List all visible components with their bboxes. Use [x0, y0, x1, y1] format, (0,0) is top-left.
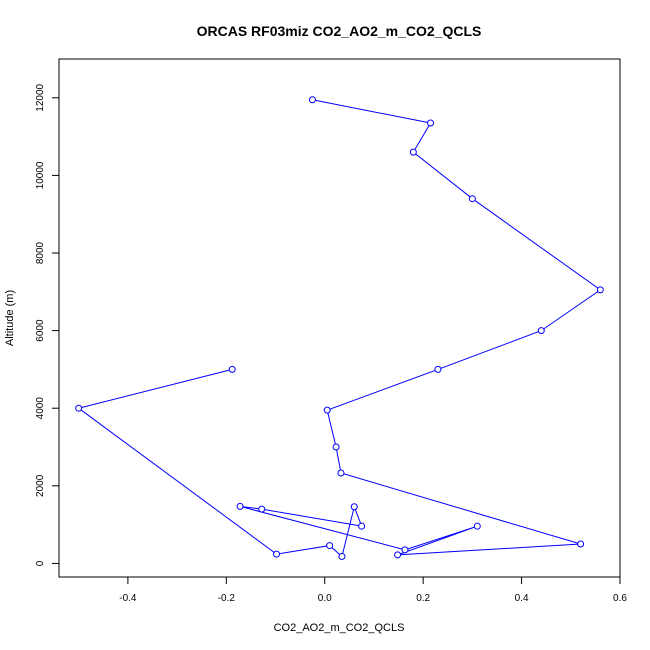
- data-point: [537, 327, 545, 335]
- y-tick-label: 6000: [35, 319, 46, 342]
- data-point: [577, 540, 585, 548]
- data-point: [75, 404, 83, 412]
- y-tick-label: 8000: [35, 241, 46, 264]
- plot-area-frame: [58, 58, 621, 578]
- x-tick-label: 0.0: [318, 593, 332, 604]
- x-tick-label: 0.6: [613, 593, 627, 604]
- series-group: [75, 96, 604, 560]
- data-point: [358, 522, 366, 530]
- data-point: [473, 522, 481, 530]
- data-point: [236, 502, 244, 510]
- y-tick-label: 12000: [35, 83, 46, 111]
- x-tick-label: 0.2: [416, 593, 430, 604]
- data-point: [350, 503, 358, 511]
- data-point: [326, 542, 334, 550]
- series-line: [77, 99, 602, 558]
- data-point: [332, 443, 340, 451]
- data-point: [409, 148, 417, 156]
- y-axis: 0 2000 4000 6000 8000 10000 12000: [35, 83, 59, 566]
- y-tick-label: 10000: [35, 161, 46, 189]
- x-tick-label: 0.4: [515, 593, 529, 604]
- data-point: [468, 195, 476, 203]
- data-point: [401, 546, 409, 554]
- data-point: [323, 406, 331, 414]
- x-tick-label: -0.2: [218, 593, 236, 604]
- data-point: [427, 119, 435, 127]
- y-tick-label: 4000: [35, 397, 46, 420]
- data-point: [273, 550, 281, 558]
- data-point: [337, 469, 345, 477]
- y-axis-label: Altitude (m): [4, 290, 16, 346]
- data-point: [258, 505, 266, 513]
- x-tick-label: -0.4: [119, 593, 137, 604]
- data-point: [434, 365, 442, 373]
- data-point: [338, 552, 346, 560]
- data-point: [228, 365, 236, 373]
- data-point: [596, 286, 604, 294]
- x-axis-label: CO2_AO2_m_CO2_QCLS: [274, 622, 405, 634]
- data-point: [394, 551, 402, 559]
- y-tick-label: 2000: [35, 474, 46, 497]
- data-point: [308, 96, 316, 104]
- y-tick-label: 0: [35, 560, 46, 566]
- chart-title: ORCAS RF03miz CO2_AO2_m_CO2_QCLS: [197, 23, 482, 39]
- x-axis: -0.4 -0.2 0.0 0.2 0.4 0.6: [119, 577, 627, 604]
